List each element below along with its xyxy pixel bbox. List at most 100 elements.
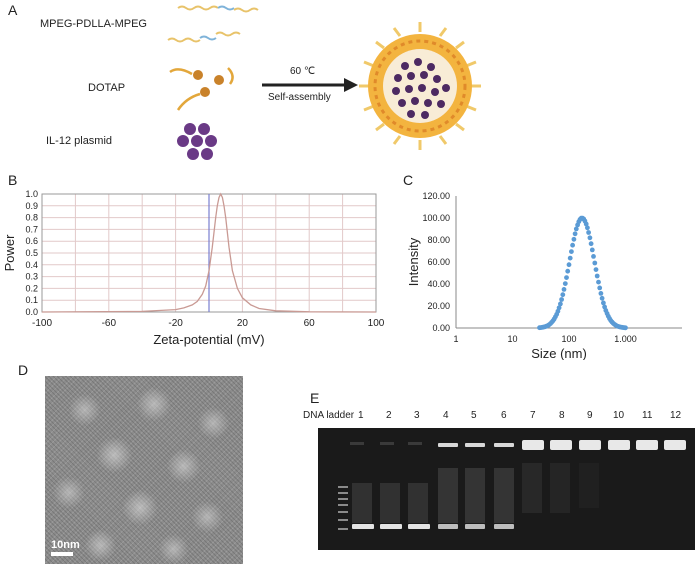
lane-label: 6 — [501, 410, 507, 421]
x-tick-label: 1.000 — [614, 334, 637, 344]
gel-ladder-bands — [338, 486, 348, 530]
panel-a-illustration — [167, 5, 481, 160]
data-point — [572, 231, 578, 237]
y-tick-label: 0.8 — [25, 213, 38, 223]
lane-label: 12 — [670, 410, 682, 421]
lane-label: 7 — [530, 410, 536, 421]
lane-label: 8 — [559, 410, 565, 421]
x-tick-label: 60 — [304, 318, 316, 329]
data-point — [565, 268, 571, 274]
y-axis-label: Power — [2, 234, 17, 272]
data-point — [570, 242, 575, 248]
plasmid-label: IL-12 plasmid — [46, 135, 113, 147]
x-axis-label: Zeta-potential (mV) — [153, 332, 264, 347]
data-point — [588, 241, 594, 247]
data-point — [593, 267, 599, 272]
lane-label: 9 — [587, 410, 593, 421]
x-tick-label: 1 — [453, 334, 458, 344]
lane-label: 1 — [358, 410, 364, 421]
data-point — [597, 285, 603, 291]
data-point — [601, 300, 606, 306]
y-tick-label: 60.00 — [427, 257, 450, 267]
y-tick-label: 0.9 — [25, 201, 38, 211]
gel-top-bands — [438, 440, 686, 450]
dotap-label: DOTAP — [88, 82, 126, 94]
y-axis-label: Intensity — [406, 237, 421, 286]
y-tick-label: 100.00 — [422, 213, 450, 223]
x-axis-label: Size (nm) — [531, 346, 587, 360]
size-distribution-chart: 0.00 20.00 40.00 60.00 80.00 100.00 120.00 1 10 1… — [406, 191, 682, 360]
data-point — [598, 291, 604, 296]
data-point — [623, 325, 628, 331]
gel-wells — [350, 442, 422, 445]
scale-bar-label: 10nm — [51, 539, 80, 551]
y-tick-label: 0.2 — [25, 283, 38, 293]
x-tick-label: 100 — [368, 318, 385, 329]
arrow-top-label: 60 ℃ — [290, 66, 316, 77]
plasmid-icon — [177, 123, 217, 160]
data-point — [573, 226, 579, 232]
nanoparticle-icon — [359, 22, 481, 150]
data-point — [586, 230, 591, 235]
lane-label: 3 — [414, 410, 420, 421]
series-line — [41, 192, 377, 313]
lane-label: 10 — [613, 410, 625, 421]
y-tick-label: 0.3 — [25, 272, 38, 282]
y-tick-label: 0.6 — [25, 236, 38, 246]
data-point — [564, 275, 569, 280]
data-point — [571, 236, 577, 242]
panel-b-letter: B — [8, 172, 18, 188]
data-point — [567, 255, 573, 261]
x-tick-label: 20 — [237, 318, 249, 329]
agarose-gel-image — [318, 428, 695, 550]
x-tick-label: -100 — [32, 318, 52, 329]
y-tick-label: 0.1 — [25, 295, 38, 305]
data-point — [596, 279, 601, 285]
data-point — [569, 249, 574, 254]
arrow-bottom-label: Self-assembly — [268, 92, 331, 103]
data-point — [599, 295, 605, 301]
data-point — [594, 273, 600, 279]
scale-bar — [51, 552, 73, 556]
y-tick-label: 0.7 — [25, 224, 38, 234]
y-tick-label: 0.0 — [25, 307, 38, 317]
y-tick-label: 40.00 — [427, 279, 450, 289]
panel-e-letter: E — [310, 390, 320, 406]
lane-label: 5 — [471, 410, 477, 421]
data-point — [589, 247, 595, 253]
data-point — [591, 254, 596, 259]
gel-smears — [352, 463, 599, 523]
x-tick-label: 10 — [507, 334, 517, 344]
y-tick-label: 80.00 — [427, 235, 450, 245]
data-point — [559, 297, 564, 302]
y-tick-label: 20.00 — [427, 301, 450, 311]
dotap-lipid-icon — [169, 67, 234, 111]
y-tick-label: 1.0 — [25, 189, 38, 199]
data-point — [561, 287, 567, 292]
data-point — [560, 292, 566, 298]
data-point — [558, 301, 563, 307]
x-tick-label: -20 — [168, 318, 183, 329]
lane-label: 11 — [642, 410, 653, 421]
tem-image: 10nm — [45, 376, 243, 564]
x-tick-label: 100 — [561, 334, 576, 344]
zeta-potential-chart: 0.0 0.1 0.20.3 0.4 0.5 0.6 0.70.8 0.9 1.0 -100 -60… — [2, 189, 385, 347]
data-point — [585, 225, 590, 231]
data-point — [592, 260, 598, 266]
data-point — [562, 281, 568, 286]
gel-lane-labels: DNA ladder 1 2 3 4 5 6 7 8 9 10 11 12 — [300, 410, 695, 426]
panel-d-letter: D — [18, 362, 29, 378]
y-tick-label: 0.4 — [25, 260, 38, 270]
data-point — [556, 305, 562, 311]
arrow-icon — [262, 78, 358, 92]
mpeg-label: MPEG-PDLLA-MPEG — [40, 18, 147, 30]
lane-label: 2 — [386, 410, 392, 421]
y-tick-label: 0.5 — [25, 248, 38, 258]
data-point — [587, 235, 593, 241]
lane-label: 4 — [443, 410, 449, 421]
x-tick-label: -60 — [102, 318, 117, 329]
data-point — [566, 262, 572, 268]
panel-c-letter: C — [403, 172, 414, 188]
y-tick-label: 120.00 — [422, 191, 450, 201]
y-tick-label: 0.00 — [432, 323, 450, 333]
